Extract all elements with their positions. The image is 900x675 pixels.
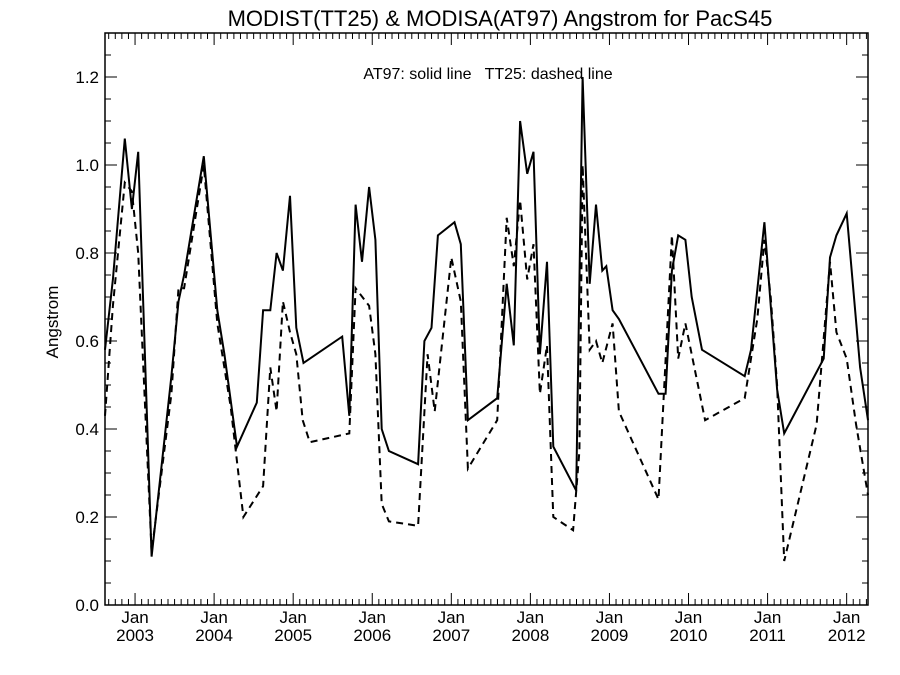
x-tick-label-month: Jan (438, 608, 465, 627)
y-tick-label: 0.6 (75, 332, 99, 351)
x-tick-label-month: Jan (754, 608, 781, 627)
y-axis-label: Angstrom (43, 286, 62, 359)
x-tick-label-year: 2005 (274, 626, 312, 645)
chart-title: MODIST(TT25) & MODISA(AT97) Angstrom for… (228, 6, 773, 31)
x-tick-label-year: 2006 (353, 626, 391, 645)
x-tick-label-year: 2011 (749, 626, 786, 645)
x-tick-label-year: 2007 (432, 626, 470, 645)
series-line-at97 (104, 76, 869, 557)
x-tick-label-month: Jan (833, 608, 860, 627)
y-tick-label: 0.0 (75, 596, 99, 615)
x-tick-label-month: Jan (675, 608, 702, 627)
x-tick-label-year: 2010 (670, 626, 708, 645)
x-tick-label-month: Jan (517, 608, 544, 627)
x-tick-label-month: Jan (279, 608, 306, 627)
x-tick-label-month: Jan (596, 608, 623, 627)
x-tick-label-month: Jan (359, 608, 386, 627)
x-tick-label-month: Jan (200, 608, 227, 627)
x-tick-label-month: Jan (121, 608, 148, 627)
x-tick-label-year: 2009 (591, 626, 629, 645)
y-tick-label: 1.2 (75, 68, 99, 87)
chart-annotation: AT97: solid line TT25: dashed line (363, 66, 612, 83)
x-tick-label-year: 2008 (511, 626, 549, 645)
x-tick-label-year: 2012 (828, 626, 866, 645)
y-tick-label: 0.4 (75, 420, 99, 439)
y-tick-label: 1.0 (75, 156, 99, 175)
x-tick-label-year: 2004 (195, 626, 233, 645)
y-tick-label: 0.8 (75, 244, 99, 263)
x-tick-label-year: 2003 (116, 626, 154, 645)
y-tick-label: 0.2 (75, 508, 99, 527)
series-line-tt25 (104, 164, 869, 562)
